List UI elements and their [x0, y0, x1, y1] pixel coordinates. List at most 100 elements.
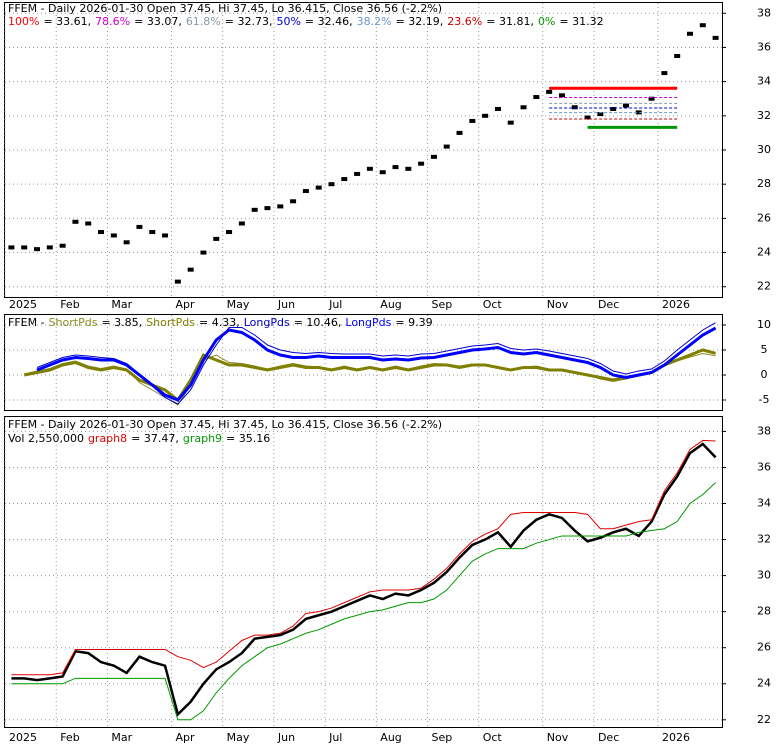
price-bar — [226, 230, 233, 235]
price-bar — [110, 233, 117, 238]
x-tick-label: Nov — [547, 298, 569, 311]
legend-value: = 10.46, — [294, 316, 342, 329]
price-bar — [136, 224, 143, 229]
x-tick-label: Oct — [483, 731, 503, 744]
price-bar — [622, 103, 629, 108]
y-tick-label: 0 — [761, 368, 768, 381]
price-bar — [558, 93, 565, 98]
price-bar — [328, 182, 335, 187]
price-bar — [661, 71, 668, 76]
x-tick-label: Mar — [111, 298, 132, 311]
x-tick-label: Dec — [598, 298, 619, 311]
legend-value: = 33.07, — [134, 15, 182, 28]
legend-value: = 3.85, — [101, 316, 142, 329]
price-bar — [648, 96, 655, 101]
price-bar — [162, 233, 169, 238]
y-tick-label: 28 — [757, 605, 771, 618]
y-tick-label: 38 — [757, 424, 771, 437]
y-tick-label: 32 — [757, 109, 771, 122]
price-bar — [507, 120, 514, 125]
price-bar — [302, 189, 309, 194]
x-tick-label: Oct — [483, 298, 503, 311]
series-line — [36, 326, 717, 402]
price-bar — [597, 112, 604, 117]
price-bar — [8, 245, 15, 250]
y-tick-label: 26 — [757, 211, 771, 224]
y-tick-label: 36 — [757, 40, 771, 53]
price-bar — [59, 243, 66, 248]
y-tick-label: 22 — [757, 280, 771, 293]
y-tick-label: 24 — [757, 677, 771, 690]
y-tick-label: 36 — [757, 460, 771, 473]
x-tick-label: Mar — [111, 731, 132, 744]
price-bar — [610, 106, 617, 111]
y-tick-label: 26 — [757, 641, 771, 654]
x-tick-label: 2025 — [9, 731, 37, 744]
legend-name: ShortPds — [49, 316, 98, 329]
price-bar — [174, 279, 181, 284]
legend-name: 50% — [276, 15, 300, 28]
legend-name: 100% — [8, 15, 39, 28]
legend-name: graph8 — [88, 432, 127, 445]
price-bar — [366, 166, 373, 171]
price-bar — [187, 267, 194, 272]
legend-name: 38.2% — [357, 15, 392, 28]
series-line — [23, 348, 716, 403]
price-bar — [290, 199, 297, 204]
price-bar — [482, 113, 489, 118]
x-tick-label: Jun — [277, 298, 295, 311]
y-tick-label: 38 — [757, 6, 771, 19]
price-bar — [443, 144, 450, 149]
price-bar — [494, 106, 501, 111]
price-bar — [98, 230, 105, 235]
y-tick-label: 5 — [761, 343, 768, 356]
price-bar — [354, 171, 361, 176]
legend: Vol 2,550,000 graph8 = 37.47, graph9 = 35.16 — [8, 432, 270, 445]
series-line — [11, 482, 716, 721]
legend-value: = 33.61, — [43, 15, 91, 28]
x-tick-label: May — [227, 731, 250, 744]
price-bar — [72, 219, 79, 224]
price-bar — [533, 95, 540, 100]
x-tick-label: Nov — [547, 731, 569, 744]
price-bar — [46, 245, 53, 250]
legend: 100% = 33.61, 78.6% = 33.07, 61.8% = 32.73, 50… — [8, 15, 604, 28]
y-tick-label: 10 — [757, 318, 771, 331]
price-bar — [418, 161, 425, 166]
legend-value: = 32.19, — [396, 15, 444, 28]
y-tick-label: -5 — [759, 393, 770, 406]
price-bar — [213, 236, 220, 241]
legend: FFEM - ShortPds = 3.85, ShortPds = 4.33, Long… — [8, 316, 433, 329]
price-bar — [34, 247, 41, 252]
legend-name: 0% — [538, 15, 555, 28]
legend-value: = 31.81, — [486, 15, 534, 28]
legend-value: = 32.46, — [305, 15, 353, 28]
legend-value: = 4.33, — [199, 316, 240, 329]
legend-name: LongPds — [244, 316, 290, 329]
x-tick-label: Jul — [328, 731, 342, 744]
price-bar — [315, 185, 322, 190]
y-tick-label: 24 — [757, 246, 771, 259]
x-tick-label: May — [227, 298, 250, 311]
y-tick-label: 28 — [757, 177, 771, 190]
legend-name: 78.6% — [95, 15, 130, 28]
x-tick-label: Apr — [175, 298, 195, 311]
y-tick-label: 22 — [757, 713, 771, 726]
y-tick-label: 30 — [757, 569, 771, 582]
legend-name: LongPds — [345, 316, 391, 329]
x-tick-label: 2026 — [662, 731, 690, 744]
x-tick-label: Sep — [432, 298, 453, 311]
legend-value: = 37.47, — [131, 432, 179, 445]
x-tick-label: Apr — [175, 731, 195, 744]
chart-title: FFEM - Daily 2026-01-30 Open 37.45, Hi 3… — [8, 418, 442, 431]
x-tick-label: Feb — [60, 731, 79, 744]
price-bar — [21, 245, 28, 250]
price-bar — [85, 221, 92, 226]
panel-frame — [4, 416, 723, 728]
price-bar — [584, 115, 591, 120]
price-bar — [635, 110, 642, 115]
price-bar — [456, 130, 463, 135]
legend-value: = 35.16 — [226, 432, 270, 445]
price-bar — [686, 31, 693, 36]
